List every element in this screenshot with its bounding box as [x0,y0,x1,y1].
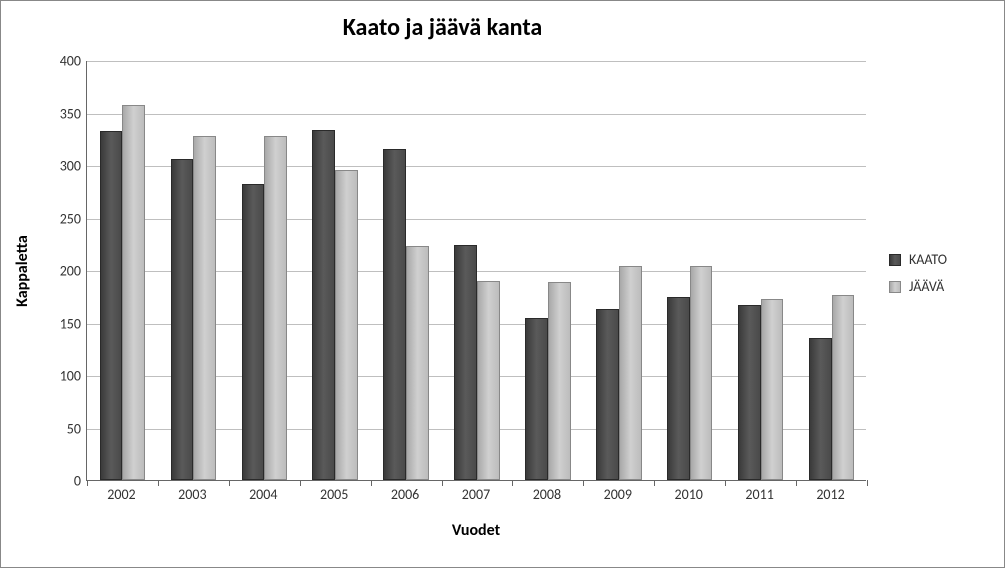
legend-label-jaava: JÄÄVÄ [909,278,944,295]
bar-jäävä [122,105,145,480]
legend: KAATO JÄÄVÄ [889,251,984,305]
bar-kaato [596,309,619,480]
bar-jäävä [406,246,429,480]
bar-kaato [525,318,548,480]
bar-jäävä [264,136,287,480]
y-tick-label: 150 [60,315,81,332]
y-tick-label: 300 [60,158,81,175]
bar-kaato [242,184,265,480]
bar-jäävä [619,266,642,480]
x-axis-labels: 2002 2003 2004 2005 2006 2007 2008 2009 2010 2011… [86,486,866,506]
legend-swatch-jaava [889,281,901,293]
x-tick-label: 2008 [533,486,561,503]
y-tick-label: 200 [60,263,81,280]
bar-jäävä [690,266,713,480]
bar-kaato [100,131,123,480]
bar-jäävä [477,281,500,481]
y-axis-labels: 050100150200250300350400 [46,61,81,481]
bar-kaato [809,338,832,480]
x-tick-label: 2010 [675,486,703,503]
y-axis-title: Kappaletta [13,235,32,307]
x-tick [867,480,868,486]
y-tick-label: 100 [60,368,81,385]
y-tick-label: 250 [60,210,81,227]
bar-jäävä [761,299,784,480]
bar-kaato [454,245,477,480]
y-tick-label: 400 [60,53,81,70]
x-tick-label: 2012 [816,486,844,503]
bar-jäävä [832,295,855,480]
y-tick-label: 0 [74,473,81,490]
bar-jäävä [193,136,216,480]
chart-title: Kaato ja jäävä kanta [1,13,884,42]
y-tick-label: 50 [67,420,81,437]
legend-item-jaava: JÄÄVÄ [889,278,984,295]
y-tick-label: 350 [60,105,81,122]
x-tick-label: 2006 [391,486,419,503]
bar-kaato [312,130,335,480]
plot-area [86,61,866,481]
x-axis-title: Vuodet [86,521,866,540]
x-tick-label: 2007 [462,486,490,503]
x-tick-label: 2004 [249,486,277,503]
x-tick-label: 2005 [320,486,348,503]
legend-item-kaato: KAATO [889,251,984,268]
x-tick-label: 2002 [107,486,135,503]
bar-kaato [738,305,761,480]
bar-jäävä [548,282,571,480]
chart-container: Kaato ja jäävä kanta Kappaletta 0 50 100 15… [0,0,1005,568]
x-tick-label: 2003 [178,486,206,503]
bar-kaato [383,149,406,480]
bar-jäävä [335,170,358,480]
x-tick-label: 2011 [745,486,773,503]
legend-label-kaato: KAATO [909,251,947,268]
x-tick-label: 2009 [604,486,632,503]
legend-swatch-kaato [889,254,901,266]
bar-kaato [171,159,194,480]
bar-kaato [667,297,690,480]
bars-layer [87,61,866,480]
